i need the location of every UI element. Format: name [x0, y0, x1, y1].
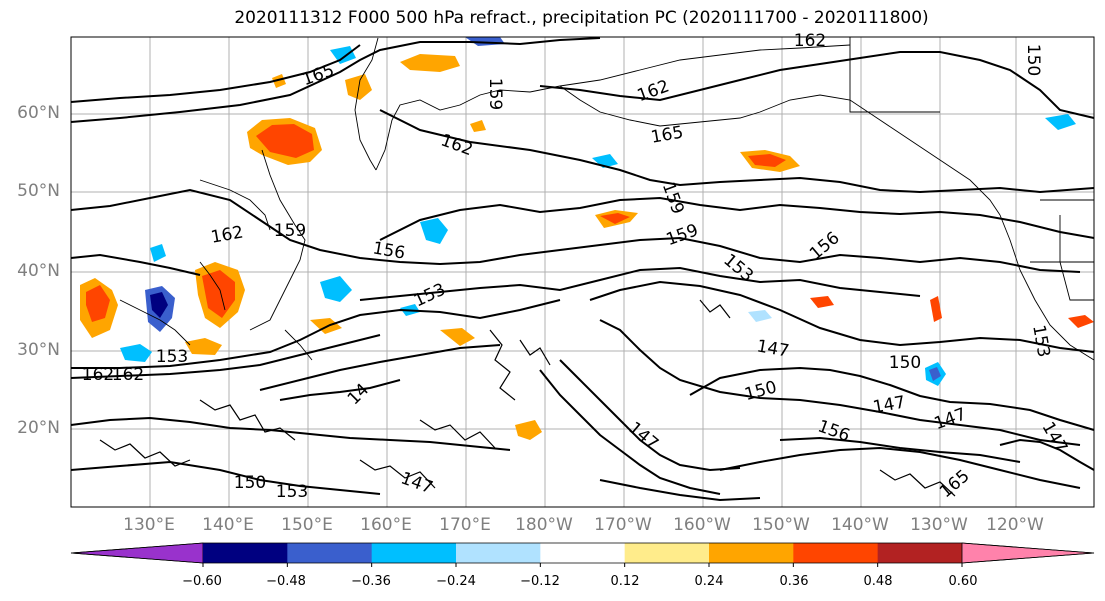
colorbar-segment: [540, 543, 626, 563]
colorbar-tick: −0.60: [182, 574, 222, 589]
lat-label-40: 40°N: [17, 261, 60, 281]
refractivity-contours: [70, 37, 1095, 502]
colorbar-segment: [961, 542, 1095, 564]
lon-label-170w: 170°W: [594, 515, 652, 535]
colorbar-segment: [287, 543, 373, 563]
contour-label: 162: [82, 365, 114, 385]
lon-label-180w: 180°W: [515, 515, 573, 535]
lon-label-140w: 140°W: [831, 515, 889, 535]
colorbar-segment: [203, 543, 288, 563]
colorbar-segment: [70, 542, 204, 564]
contour-label: 150: [234, 473, 266, 493]
colorbar-segment: [709, 543, 794, 563]
colorbar-segment: [624, 543, 710, 563]
colorbar-tick: 0.12: [610, 574, 640, 589]
lon-label-170e: 170°E: [439, 515, 491, 535]
contour-label: 153: [156, 347, 188, 367]
colorbar-tick: −0.24: [436, 574, 476, 589]
lat-label-30: 30°N: [17, 340, 60, 360]
contour-label: 159: [274, 221, 306, 241]
lon-label-150e: 150°E: [281, 515, 333, 535]
lat-label-20: 20°N: [17, 418, 60, 438]
lon-label-130e: 130°E: [123, 515, 175, 535]
lat-label-50: 50°N: [17, 181, 60, 201]
contour-label: 150: [889, 353, 921, 373]
precipitation-shading: [80, 37, 1094, 440]
colorbar-tick: 0.36: [779, 574, 809, 589]
colorbar-tick: 0.24: [694, 574, 724, 589]
colorbar-tick: −0.12: [520, 574, 560, 589]
lon-label-160w: 160°W: [673, 515, 731, 535]
lon-label-140e: 140°E: [202, 515, 254, 535]
contour-label: 153: [276, 482, 308, 502]
contour-label: 150: [1023, 44, 1043, 76]
colorbar-tick: −0.36: [351, 574, 391, 589]
contour-label: 162: [794, 31, 826, 51]
colorbar-tick: 0.60: [948, 574, 978, 589]
page-title: 2020111312 F000 500 hPa refract., precip…: [234, 8, 929, 28]
lat-label-60: 60°N: [17, 103, 60, 123]
lon-label-130w: 130°W: [910, 515, 968, 535]
graticule: [71, 37, 1094, 507]
colorbar-segment: [877, 543, 963, 563]
lon-label-150w: 150°W: [752, 515, 810, 535]
colorbar: [70, 542, 1095, 567]
lon-label-120w: 120°W: [986, 515, 1044, 535]
contour-label: 162: [112, 365, 144, 385]
colorbar-segment: [793, 543, 879, 563]
contour-label: 159: [485, 78, 505, 110]
colorbar-tick: −0.48: [266, 574, 306, 589]
map-panel: [70, 36, 1095, 508]
coastlines: [119, 37, 1095, 361]
colorbar-tick: 0.48: [863, 574, 893, 589]
lon-label-160e: 160°E: [360, 515, 412, 535]
colorbar-segment: [371, 543, 457, 563]
fine-contours: [99, 299, 956, 497]
colorbar-segment: [456, 543, 541, 563]
